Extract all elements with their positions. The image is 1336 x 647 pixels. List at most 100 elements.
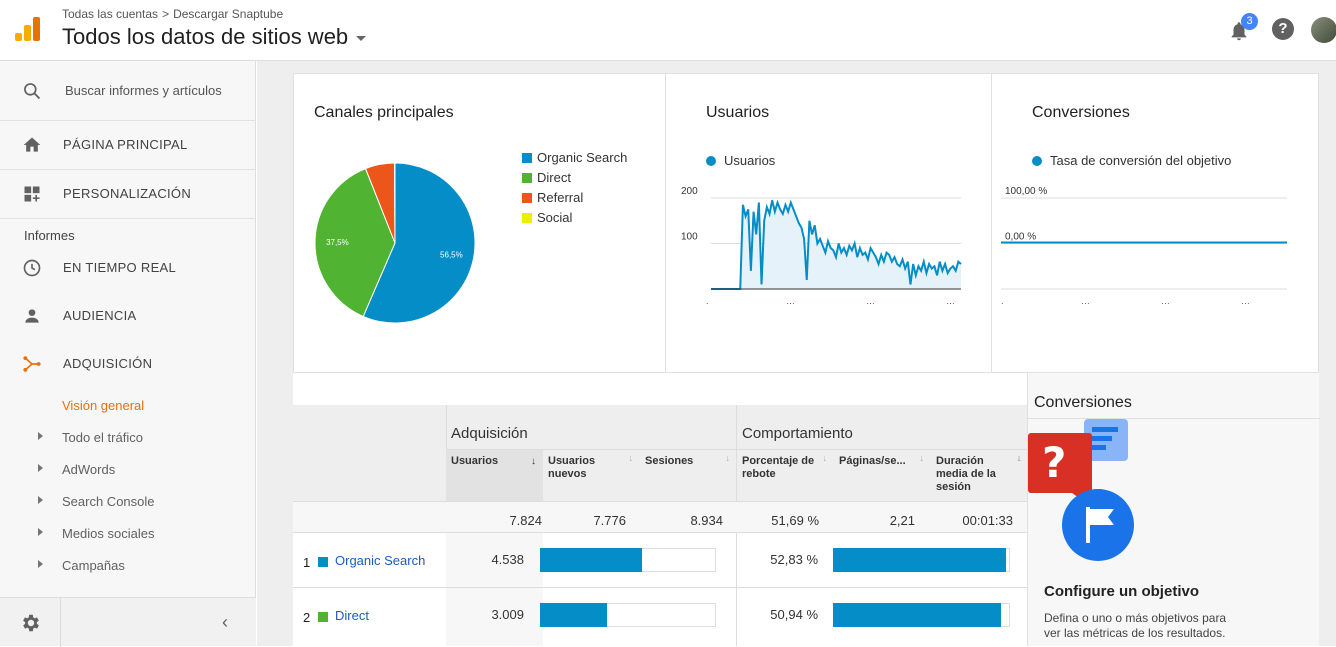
sort-icon[interactable]: ↓ [1016, 453, 1022, 463]
expand-arrow-icon[interactable] [38, 464, 43, 472]
legend-organic[interactable]: Organic Search [522, 150, 627, 165]
col-sessions[interactable]: Sesiones [645, 455, 694, 467]
sidebar-item-social[interactable]: Medios sociales [62, 526, 155, 541]
col-duration[interactable]: Duración media de la sesión [936, 455, 996, 493]
svg-text:?: ? [1042, 438, 1066, 487]
x-tick-label: … [946, 296, 955, 306]
totals-row [293, 501, 1027, 533]
row-channel-link[interactable]: Organic Search [335, 553, 426, 568]
sort-icon[interactable]: ↓ [725, 453, 731, 463]
row-rank: 1 [303, 555, 311, 570]
table-row[interactable]: 1 Organic Search 4.538 52,83 % [293, 533, 1027, 588]
reports-section-label: Informes [24, 228, 75, 243]
property-selector[interactable]: Todos los datos de sitios web [62, 24, 367, 50]
col-users[interactable]: Usuarios [451, 455, 499, 467]
table-row[interactable]: 2 Direct 3.009 50,94 % [293, 588, 1027, 646]
legend-referral[interactable]: Referral [522, 190, 583, 205]
legend-swatch [522, 153, 532, 163]
x-tick-label: . [1001, 296, 1004, 306]
legend-goal-rate[interactable]: Tasa de conversión del objetivo [1032, 153, 1231, 168]
y-tick-label: 100 [681, 232, 698, 243]
expand-arrow-icon[interactable] [38, 560, 43, 568]
x-tick-label: … [866, 296, 875, 306]
nav-audience[interactable]: AUDIENCIA [0, 292, 256, 340]
breadcrumb[interactable]: Todas las cuentas > Descargar Snaptube [62, 7, 287, 21]
sidebar-item-overview[interactable]: Visión general [62, 398, 145, 413]
goal-heading: Configure un objetivo [1044, 583, 1199, 600]
breadcrumb-accounts[interactable]: Todas las cuentas [62, 7, 159, 21]
x-tick-label: … [1161, 296, 1170, 306]
sort-icon[interactable]: ↓ [919, 453, 925, 463]
divider [0, 169, 256, 170]
sort-icon[interactable]: ↓ [822, 453, 828, 463]
users-card: Usuarios Usuarios 200 100.……… [665, 73, 992, 373]
users-area-chart[interactable]: 200100.……… [674, 174, 974, 349]
nav-home[interactable]: PÁGINA PRINCIPAL [0, 121, 256, 169]
row-bounce: 50,94 % [770, 607, 818, 622]
pie-data-label: 37,5% [326, 238, 349, 247]
sorted-cell-bg [446, 588, 543, 646]
collapse-sidebar-icon[interactable]: ‹ [222, 612, 228, 632]
acquisition-table: Adquisición Comportamiento Usuarios ↓ Us… [293, 373, 1027, 646]
divider [60, 598, 61, 647]
y-tick-label: 0,00 % [1005, 232, 1036, 243]
y-tick-label: 100,00 % [1005, 186, 1047, 197]
legend-organic-label: Organic Search [537, 150, 628, 165]
sidebar-footer: ‹ [0, 597, 256, 647]
avatar[interactable] [1311, 17, 1336, 43]
nav-customization-label: PERSONALIZACIÓN [63, 186, 192, 201]
sorted-column-bg [446, 450, 543, 501]
search-box[interactable]: Buscar informes y artículos [0, 61, 256, 121]
sidebar-item-adwords[interactable]: AdWords [62, 462, 116, 477]
users-line [711, 199, 962, 290]
sidebar: Buscar informes y artículos PÁGINA PRINC… [0, 61, 256, 647]
col-bounce[interactable]: Porcentaje de rebote [742, 455, 815, 480]
sorted-cell-bg [446, 533, 543, 587]
channels-title: Canales principales [314, 104, 454, 121]
sidebar-item-all-traffic[interactable]: Todo el tráfico [62, 430, 143, 445]
sort-icon[interactable]: ↓ [628, 453, 634, 463]
row-swatch [318, 557, 328, 567]
expand-arrow-icon[interactable] [38, 432, 43, 440]
pie-slice [362, 162, 476, 324]
pie-chart[interactable]: 56,5% 37,5% [314, 162, 476, 324]
legend-direct-label: Direct [537, 170, 571, 185]
nav-realtime-label: EN TIEMPO REAL [63, 260, 177, 275]
acquisition-icon [23, 356, 41, 372]
divider [446, 449, 1027, 450]
sort-desc-icon[interactable]: ↓ [531, 456, 536, 467]
bounce-bar [833, 548, 1007, 572]
search-input[interactable]: Buscar informes y artículos [65, 83, 222, 98]
legend-direct[interactable]: Direct [522, 170, 571, 185]
sort-icon[interactable]: ↓ [1017, 453, 1023, 463]
conversion-line-chart[interactable]: 100,00 %0,00 %.……… [1000, 174, 1300, 349]
col-new-users[interactable]: Usuarios nuevos [548, 455, 596, 480]
nav-acquisition[interactable]: ADQUISICIÓN [0, 340, 256, 388]
legend-swatch [522, 193, 532, 203]
gear-icon[interactable] [20, 612, 42, 634]
goal-text-1: Defina o uno o más objetivos para [1044, 611, 1227, 625]
legend-social[interactable]: Social [522, 210, 572, 225]
sidebar-item-search-console[interactable]: Search Console [62, 494, 155, 509]
breadcrumb-account[interactable]: Descargar Snaptube [173, 7, 284, 21]
expand-arrow-icon[interactable] [38, 496, 43, 504]
nav-customization[interactable]: PERSONALIZACIÓN [0, 170, 256, 218]
total-users: 7.824 [509, 513, 542, 528]
expand-arrow-icon[interactable] [38, 528, 43, 536]
legend-referral-label: Referral [537, 190, 584, 205]
row-channel-link[interactable]: Direct [335, 608, 369, 623]
chevron-right-icon: > [162, 7, 170, 21]
main-content: Canales principales 56,5% 37,5% Organic S… [257, 61, 1336, 646]
caret-down-icon [356, 35, 367, 41]
sidebar-item-campaigns[interactable]: Campañas [62, 558, 125, 573]
help-icon[interactable]: ? [1272, 18, 1294, 40]
nav-realtime[interactable]: EN TIEMPO REAL [0, 244, 256, 292]
users-bar [540, 603, 607, 627]
analytics-logo-icon[interactable] [14, 15, 42, 43]
row-rank: 2 [303, 610, 311, 625]
legend-users[interactable]: Usuarios [706, 153, 775, 168]
bounce-bar [833, 603, 1002, 627]
col-pages-session[interactable]: Páginas/se... [839, 455, 906, 467]
pie-data-label: 56,5% [440, 251, 463, 260]
total-duration: 00:01:33 [962, 513, 1013, 528]
